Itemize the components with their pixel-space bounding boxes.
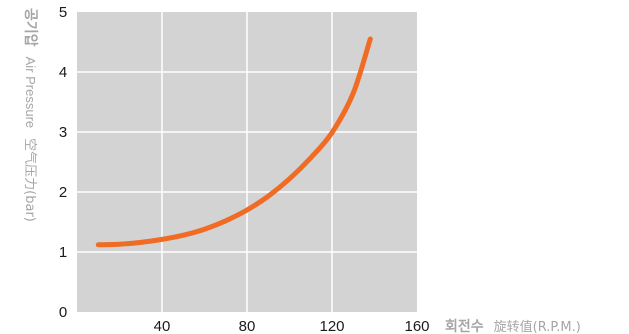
series-line bbox=[95, 36, 373, 248]
x-axis-label-chinese: 旋转值(R.P.M.) bbox=[494, 319, 581, 334]
x-tick-labels: 40 80 120 160 bbox=[154, 318, 430, 334]
y-tick-label: 5 bbox=[59, 4, 67, 21]
y-tick-label: 1 bbox=[59, 244, 67, 261]
y-axis-label-english: Air Pressure bbox=[23, 57, 38, 129]
y-axis-label-chinese: 空气压力(bar) bbox=[22, 138, 38, 222]
y-tick-label: 0 bbox=[59, 304, 67, 321]
y-axis-label-korean: 공기압 bbox=[22, 8, 38, 47]
y-axis-label: 공기압 Air Pressure 空气压力(bar) bbox=[22, 8, 39, 222]
x-tick-label: 80 bbox=[239, 318, 256, 334]
x-tick-label: 40 bbox=[154, 318, 171, 334]
y-tick-label: 3 bbox=[59, 124, 67, 141]
x-tick-label: 160 bbox=[404, 318, 429, 334]
y-tick-labels: 0 1 2 3 4 5 bbox=[59, 4, 67, 321]
x-axis-label-korean: 회전수 bbox=[445, 318, 484, 334]
x-axis-label: 회전수 旋转值(R.P.M.) bbox=[445, 318, 581, 334]
x-tick-label: 120 bbox=[319, 318, 344, 334]
y-tick-label: 2 bbox=[59, 184, 67, 201]
y-tick-label: 4 bbox=[59, 64, 67, 81]
